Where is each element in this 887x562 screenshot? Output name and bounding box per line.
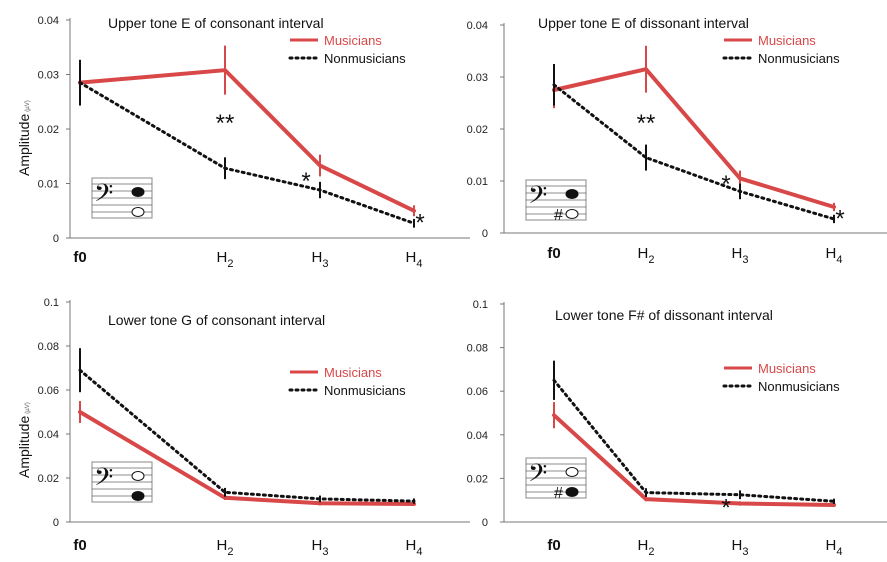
series-line-nonmusicians bbox=[78, 81, 416, 225]
chart-title: Upper tone E of dissonant interval bbox=[538, 15, 749, 31]
legend-label-nonmusicians: Nonmusicians bbox=[324, 51, 406, 66]
x-tick-label: H2 bbox=[217, 537, 234, 557]
chart-title: Lower tone G of consonant interval bbox=[108, 312, 325, 328]
legend-label-nonmusicians: Nonmusicians bbox=[324, 383, 406, 398]
lower-note-icon bbox=[131, 491, 145, 501]
chart-title: Lower tone F# of dissonant interval bbox=[555, 307, 773, 323]
y-tick-label: 0.01 bbox=[38, 179, 59, 191]
x-tick-label: H3 bbox=[312, 537, 329, 557]
staff-notation-icon: 𝄢 # bbox=[525, 179, 587, 224]
legend-label-nonmusicians: Nonmusicians bbox=[758, 379, 840, 394]
bass-clef-icon: 𝄢 bbox=[94, 179, 113, 214]
chart-title: Upper tone E of consonant interval bbox=[108, 15, 324, 31]
y-tick-label: 0.04 bbox=[38, 15, 59, 27]
series-line-musicians bbox=[552, 66, 836, 209]
bass-clef-icon: 𝄢 bbox=[528, 459, 547, 494]
upper-note-icon bbox=[131, 187, 145, 197]
series-line-nonmusicians bbox=[552, 83, 836, 221]
y-tick-label: 0.04 bbox=[467, 430, 488, 442]
y-axis-label-text: Amplitude bbox=[16, 113, 32, 176]
y-tick-label: 0.08 bbox=[38, 341, 59, 353]
y-axis-unit: (µV) bbox=[25, 100, 31, 112]
x-tick-label: f0 bbox=[547, 537, 560, 554]
staff-notation-icon: 𝄢 bbox=[91, 177, 153, 219]
y-tick-label: 0.06 bbox=[467, 386, 488, 398]
y-tick-label: 0.04 bbox=[467, 20, 488, 32]
significance-marker: * bbox=[301, 168, 310, 195]
bass-clef-icon: 𝄢 bbox=[94, 463, 113, 498]
x-tick-label: H2 bbox=[638, 245, 655, 266]
lower-note-icon bbox=[565, 487, 579, 497]
chart-panel-3: Lower tone G of consonant interval 0 0.02 0… bbox=[38, 297, 470, 558]
sharp-icon: # bbox=[554, 207, 563, 224]
lower-note-icon bbox=[565, 209, 579, 219]
legend-label-musicians: Musicians bbox=[758, 33, 816, 48]
x-tick-label: H4 bbox=[406, 537, 423, 557]
significance-marker: * bbox=[415, 210, 424, 237]
y-tick-label: 0.02 bbox=[38, 473, 59, 485]
y-tick-label: 0 bbox=[482, 517, 488, 529]
x-tick-label: H2 bbox=[217, 249, 234, 270]
y-tick-label: 0.1 bbox=[44, 297, 59, 309]
x-tick-label: f0 bbox=[73, 249, 86, 266]
chart-panel-4: Lower tone F# of dissonant interval 0 0.02… bbox=[467, 299, 887, 558]
y-tick-label: 0.02 bbox=[467, 124, 488, 136]
legend-label-nonmusicians: Nonmusicians bbox=[758, 51, 840, 66]
upper-note-icon bbox=[565, 467, 579, 477]
series-line-musicians bbox=[552, 413, 836, 507]
x-tick-label: H3 bbox=[732, 245, 749, 266]
y-tick-label: 0 bbox=[53, 233, 59, 245]
staff-notation-icon: 𝄢 # bbox=[525, 457, 587, 502]
series-line-musicians bbox=[78, 410, 416, 506]
x-tick-label: H4 bbox=[406, 249, 423, 270]
lower-note-icon bbox=[131, 207, 145, 217]
y-tick-label: 0.02 bbox=[467, 473, 488, 485]
legend-label-musicians: Musicians bbox=[324, 33, 382, 48]
y-tick-label: 0.1 bbox=[473, 299, 488, 311]
y-tick-label: 0 bbox=[482, 228, 488, 240]
upper-note-icon bbox=[565, 189, 579, 199]
significance-marker: ** bbox=[637, 110, 656, 137]
x-tick-label: H4 bbox=[826, 537, 843, 557]
series-line-nonmusicians bbox=[78, 368, 416, 503]
y-tick-label: 0.02 bbox=[38, 124, 59, 136]
legend: Musicians Nonmusicians bbox=[722, 361, 840, 394]
x-tick-label: H3 bbox=[732, 537, 749, 557]
upper-note-icon bbox=[131, 471, 145, 481]
staff-notation-icon: 𝄢 bbox=[91, 461, 153, 503]
y-axis-label-text: Amplitude bbox=[16, 415, 32, 478]
significance-marker: * bbox=[835, 205, 844, 232]
significance-marker: ** bbox=[216, 110, 235, 137]
x-tick-label: f0 bbox=[73, 537, 86, 554]
sharp-icon: # bbox=[554, 485, 563, 502]
x-tick-label: f0 bbox=[547, 245, 560, 262]
x-tick-label: H4 bbox=[826, 245, 843, 266]
y-axis-unit: (µV) bbox=[25, 402, 31, 414]
y-tick-label: 0.06 bbox=[38, 385, 59, 397]
legend-label-musicians: Musicians bbox=[324, 365, 382, 380]
series-line-nonmusicians bbox=[552, 378, 836, 503]
significance-marker: * bbox=[721, 495, 730, 522]
x-tick-label: H2 bbox=[638, 537, 655, 557]
y-tick-label: 0.04 bbox=[38, 429, 59, 441]
legend: Musicians Nonmusicians bbox=[288, 33, 406, 66]
y-tick-label: 0.03 bbox=[467, 72, 488, 84]
legend: Musicians Nonmusicians bbox=[722, 33, 840, 66]
chart-panel-1: Upper tone E of consonant interval 0 0.01 0… bbox=[38, 15, 470, 270]
series-line-musicians bbox=[78, 68, 416, 213]
y-tick-label: 0.08 bbox=[467, 343, 488, 355]
significance-marker: * bbox=[721, 171, 730, 198]
y-tick-label: 0 bbox=[53, 517, 59, 529]
chart-panel-2: Upper tone E of dissonant interval 0 0.01 0… bbox=[467, 15, 887, 266]
y-tick-label: 0.01 bbox=[467, 176, 488, 188]
y-tick-label: 0.03 bbox=[38, 70, 59, 82]
x-tick-label: H3 bbox=[312, 249, 329, 270]
legend: Musicians Nonmusicians bbox=[288, 365, 406, 398]
bass-clef-icon: 𝄢 bbox=[528, 181, 547, 216]
legend-label-musicians: Musicians bbox=[758, 361, 816, 376]
